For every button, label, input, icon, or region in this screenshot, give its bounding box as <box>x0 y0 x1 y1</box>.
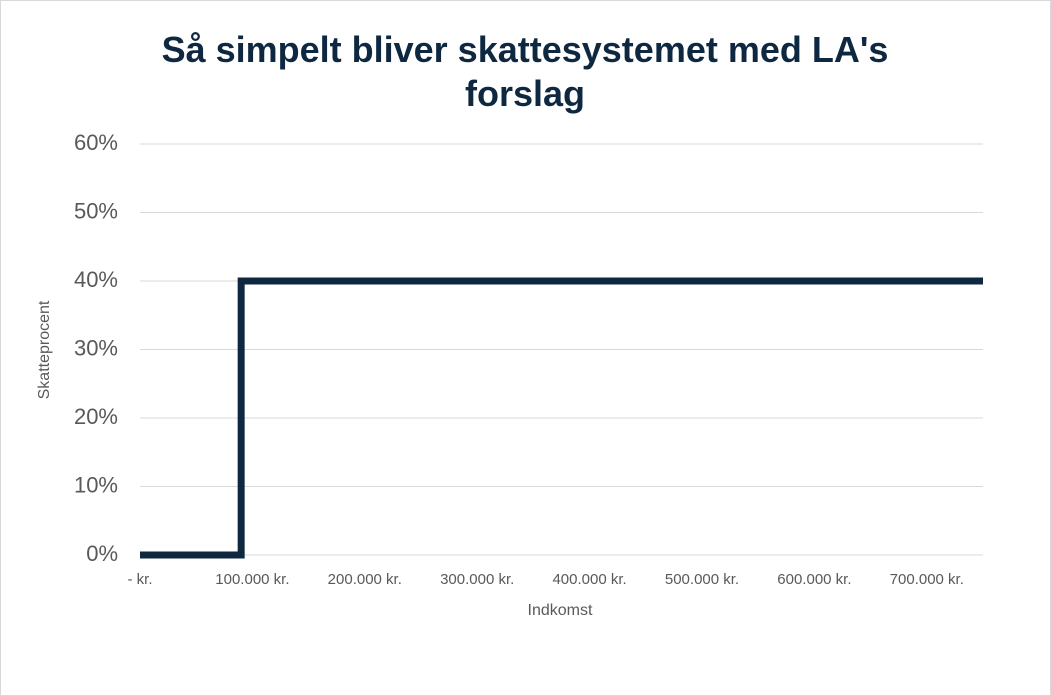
x-tick-label: 300.000 kr. <box>440 571 514 588</box>
y-tick-label: 10% <box>74 472 118 497</box>
y-tick-label: 50% <box>74 198 118 223</box>
y-tick-label: 30% <box>74 335 118 360</box>
y-tick-label: 40% <box>74 267 118 292</box>
y-tick-label: 60% <box>74 130 118 155</box>
chart-title: Så simpelt bliver skattesystemet med LA'… <box>161 29 889 114</box>
x-tick-label: 100.000 kr. <box>215 571 289 588</box>
x-tick-label: 400.000 kr. <box>552 571 626 588</box>
x-tick-label: 700.000 kr. <box>890 571 964 588</box>
x-tick-label: 500.000 kr. <box>665 571 739 588</box>
x-tick-label: 200.000 kr. <box>328 571 402 588</box>
y-axis-title: Skatteprocent <box>36 300 53 399</box>
y-tick-label: 20% <box>74 404 118 429</box>
y-tick-label: 0% <box>86 541 118 566</box>
x-tick-label: 600.000 kr. <box>777 571 851 588</box>
x-tick-label: - kr. <box>128 571 153 588</box>
x-axis-title: Indkomst <box>528 602 593 619</box>
data-line <box>140 277 983 559</box>
